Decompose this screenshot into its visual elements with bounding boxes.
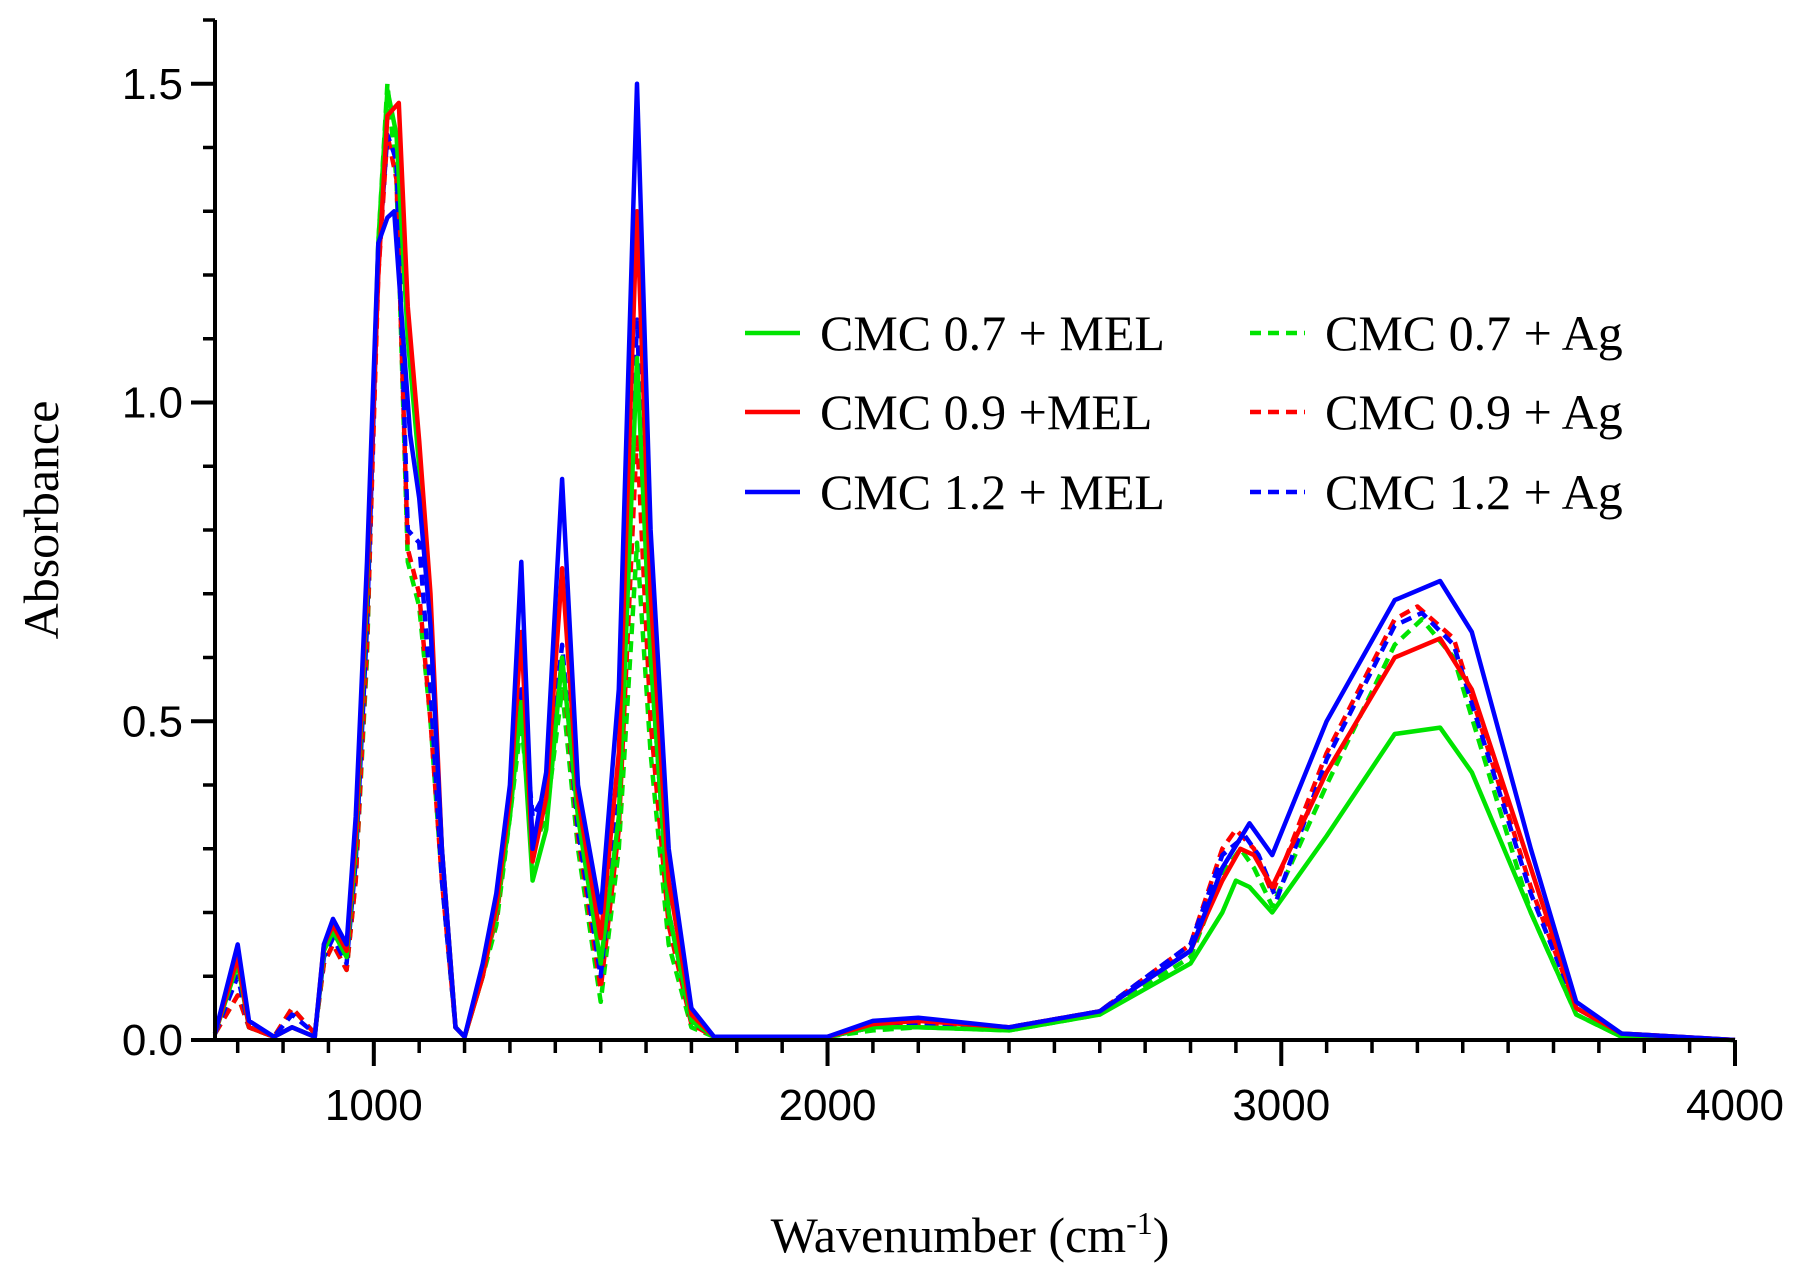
legend-label-1: CMC 0.7 + MEL [820,305,1165,361]
series-line-6 [212,132,1736,1043]
x-axis-title: Wavenumber (cm-1) [771,1205,1170,1263]
legend-label-2: CMC 0.9 +MEL [820,384,1152,440]
series-line-4 [213,81,1736,1043]
series-line-3 [212,81,1736,1043]
legend-label-3: CMC 1.2 + MEL [820,464,1165,520]
legend-label-4: CMC 0.7 + Ag [1325,305,1623,361]
y-tick-label: 1.0 [122,379,183,428]
x-tick-label: 2000 [779,1081,877,1130]
x-axis-title-main: Wavenumber (cm [771,1207,1127,1263]
x-axis-title-close: ) [1153,1207,1170,1263]
y-tick-label: 0.5 [122,697,183,746]
y-tick-label: 1.5 [122,60,183,109]
legend: CMC 0.7 + MEL CMC 0.9 +MEL CMC 1.2 + MEL CM… [745,305,1623,520]
y-tick-label: 0.0 [122,1016,183,1065]
x-axis-title-sup: -1 [1126,1205,1153,1241]
x-tick-label: 3000 [1232,1081,1330,1130]
y-axis-title: Absorbance [13,401,69,640]
axes-layer: 0.0 0.5 1.0 1.5 1000 2000 3000 4000 [122,18,1784,1130]
legend-label-5: CMC 0.9 + Ag [1325,384,1623,440]
x-tick-label: 4000 [1686,1081,1784,1130]
series-layer [212,81,1736,1043]
x-tick-label: 1000 [325,1081,423,1130]
legend-label-6: CMC 1.2 + Ag [1325,464,1623,520]
